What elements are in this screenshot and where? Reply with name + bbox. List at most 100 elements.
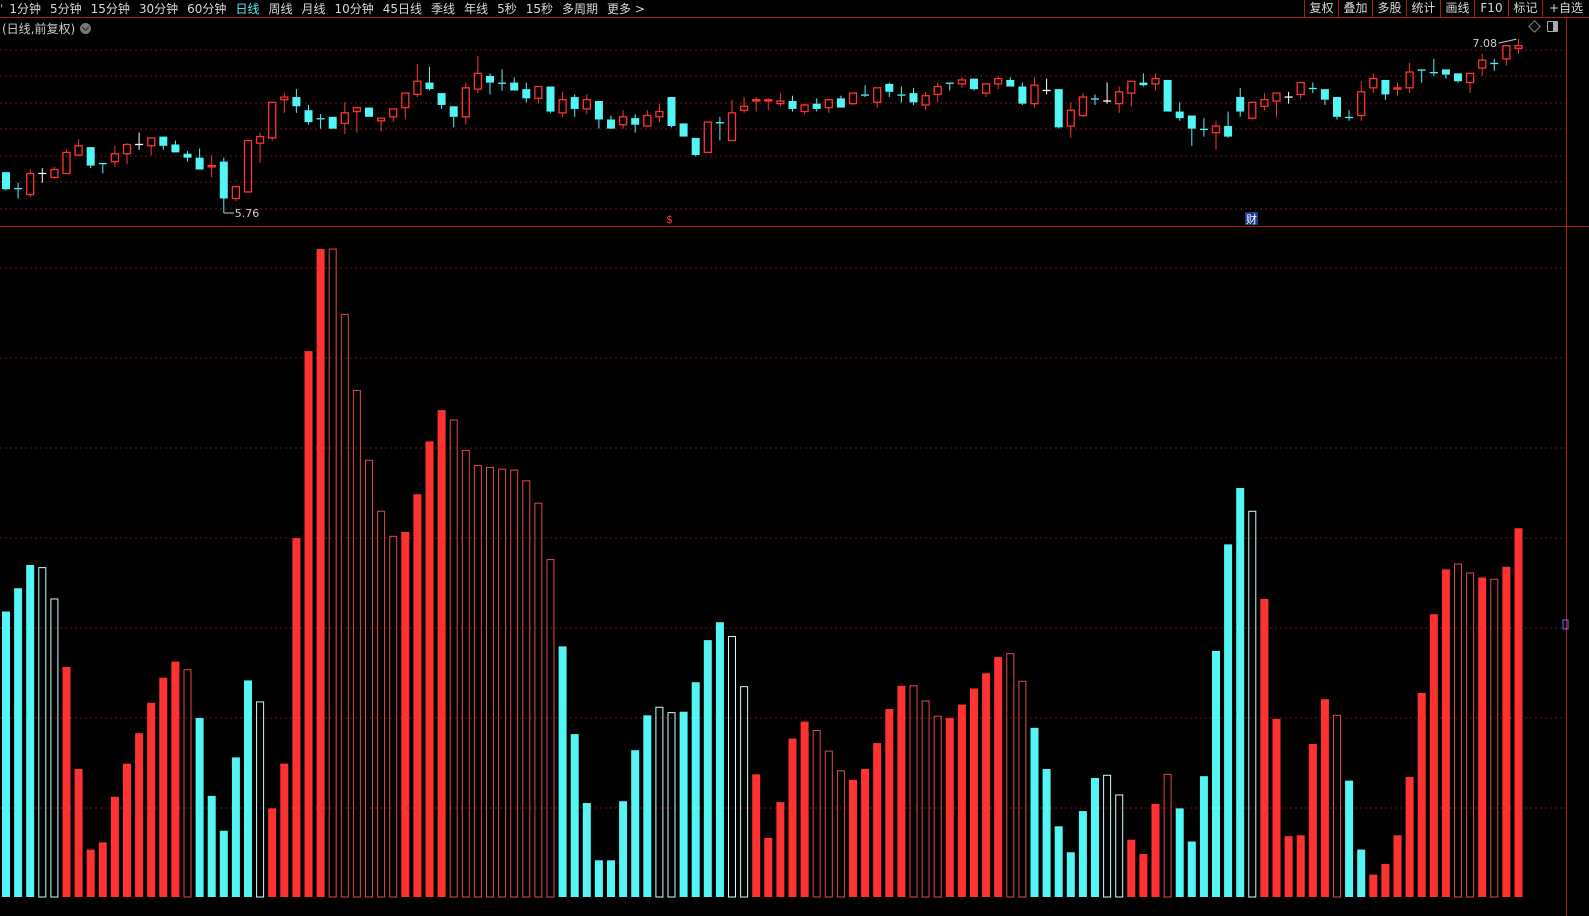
- tool-button-5[interactable]: F10: [1474, 0, 1508, 17]
- candle-body: [2, 172, 10, 190]
- volume-bar: [1454, 563, 1462, 898]
- tab-period-7[interactable]: 月线: [301, 2, 326, 16]
- candle: [86, 147, 95, 169]
- candle: [631, 114, 640, 133]
- candle-body: [255, 135, 265, 144]
- tab-period-0[interactable]: 1分钟: [9, 2, 41, 16]
- volume-bar: [679, 711, 688, 897]
- candle: [1018, 82, 1027, 105]
- candle: [861, 85, 870, 98]
- tab-period-9[interactable]: 45日线: [382, 2, 423, 16]
- candle-body: [1006, 79, 1015, 87]
- candle-body: [691, 137, 700, 156]
- candle-body: [812, 103, 821, 109]
- volume-bar: [667, 712, 676, 898]
- volume-bar: [183, 669, 192, 898]
- candle: [122, 143, 132, 165]
- candle-body: [836, 98, 845, 108]
- high-price-label: 7.08: [1473, 37, 1498, 50]
- volume-bar: [631, 750, 640, 897]
- diamond-icon[interactable]: [1528, 20, 1541, 33]
- chart-header[interactable]: (日线,前复权): [2, 20, 92, 37]
- candle-body: [86, 147, 95, 166]
- candle: [897, 86, 906, 103]
- panel-toggle-icon[interactable]: [1547, 21, 1558, 32]
- tab-period-13[interactable]: 15秒: [525, 2, 553, 16]
- candle: [171, 140, 180, 153]
- tool-button-4[interactable]: 画线: [1440, 0, 1474, 17]
- volume-bar: [776, 802, 785, 897]
- candle-body: [933, 85, 942, 96]
- candle-body: [1417, 69, 1426, 71]
- candle: [534, 85, 543, 104]
- volume-bar: [788, 738, 797, 897]
- candle: [473, 56, 483, 94]
- candle: [1478, 53, 1487, 76]
- candle-body: [715, 122, 724, 124]
- volume-bar: [1393, 835, 1402, 897]
- candle-body: [340, 112, 349, 125]
- candle-body: [1357, 91, 1366, 117]
- candle: [921, 91, 930, 111]
- candle: [582, 94, 591, 115]
- candle-body: [776, 100, 785, 105]
- event-marker[interactable]: $: [666, 213, 673, 226]
- candle-body: [62, 151, 71, 175]
- volume-bar: [1078, 811, 1087, 897]
- candle: [1284, 91, 1293, 104]
- volume-bar: [219, 830, 228, 897]
- candle-body: [1163, 79, 1172, 112]
- chevron-down-circle-icon[interactable]: [80, 23, 92, 34]
- tool-button-3[interactable]: 统计: [1406, 0, 1440, 17]
- tab-period-5[interactable]: 日线: [235, 2, 260, 16]
- volume-bar: [1502, 566, 1511, 897]
- volume-bar: [352, 389, 361, 898]
- tab-period-10[interactable]: 季线: [431, 2, 456, 16]
- candle: [1441, 69, 1450, 79]
- volume-bar: [607, 860, 615, 897]
- tab-period-1[interactable]: 5分钟: [49, 2, 82, 16]
- tab-period-6[interactable]: 周线: [268, 2, 293, 16]
- finance-marker[interactable]: 财: [1246, 212, 1257, 226]
- volume-bar: [413, 494, 422, 897]
- tool-button-2[interactable]: 多股: [1372, 0, 1406, 17]
- candle: [1454, 73, 1462, 83]
- candle-body: [1320, 89, 1329, 100]
- candle: [1393, 82, 1402, 96]
- candle-body: [1030, 84, 1039, 105]
- tab-period-15[interactable]: 更多 >: [607, 2, 645, 16]
- candle-body: [788, 101, 797, 109]
- candle-body: [570, 97, 579, 109]
- tab-period-14[interactable]: 多周期: [562, 2, 599, 16]
- tool-button-7[interactable]: +自选: [1542, 0, 1589, 17]
- candle-body: [1054, 89, 1063, 128]
- candle: [268, 101, 277, 141]
- volume-bar: [86, 849, 95, 897]
- candle-body: [122, 143, 132, 155]
- candle: [316, 114, 325, 129]
- volume-bar: [401, 531, 410, 897]
- tab-period-4[interactable]: 60分钟: [187, 2, 227, 16]
- tab-period-3[interactable]: 30分钟: [138, 2, 179, 16]
- candle-body: [970, 78, 978, 90]
- tab-period-12[interactable]: 5秒: [497, 2, 517, 16]
- tool-button-6[interactable]: 标记: [1508, 0, 1542, 17]
- candle: [546, 86, 555, 113]
- tab-period-11[interactable]: 年线: [464, 2, 489, 16]
- volume-bar: [909, 685, 918, 898]
- candle: [933, 82, 942, 103]
- volume-bar: [752, 774, 761, 897]
- candle-body: [1478, 59, 1487, 69]
- volume-bar: [1042, 769, 1051, 897]
- tab-period-8[interactable]: 10分钟: [334, 2, 374, 16]
- candle-body: [703, 121, 712, 154]
- tool-button-1[interactable]: 叠加: [1338, 0, 1372, 17]
- tab-period-2[interactable]: 15分钟: [90, 2, 130, 16]
- volume-bar: [1066, 852, 1075, 897]
- candle-body: [1333, 97, 1341, 117]
- tool-button-0[interactable]: 复权: [1304, 0, 1338, 17]
- candle-body: [534, 85, 543, 100]
- candle: [764, 98, 773, 111]
- volume-bar: [1320, 699, 1329, 897]
